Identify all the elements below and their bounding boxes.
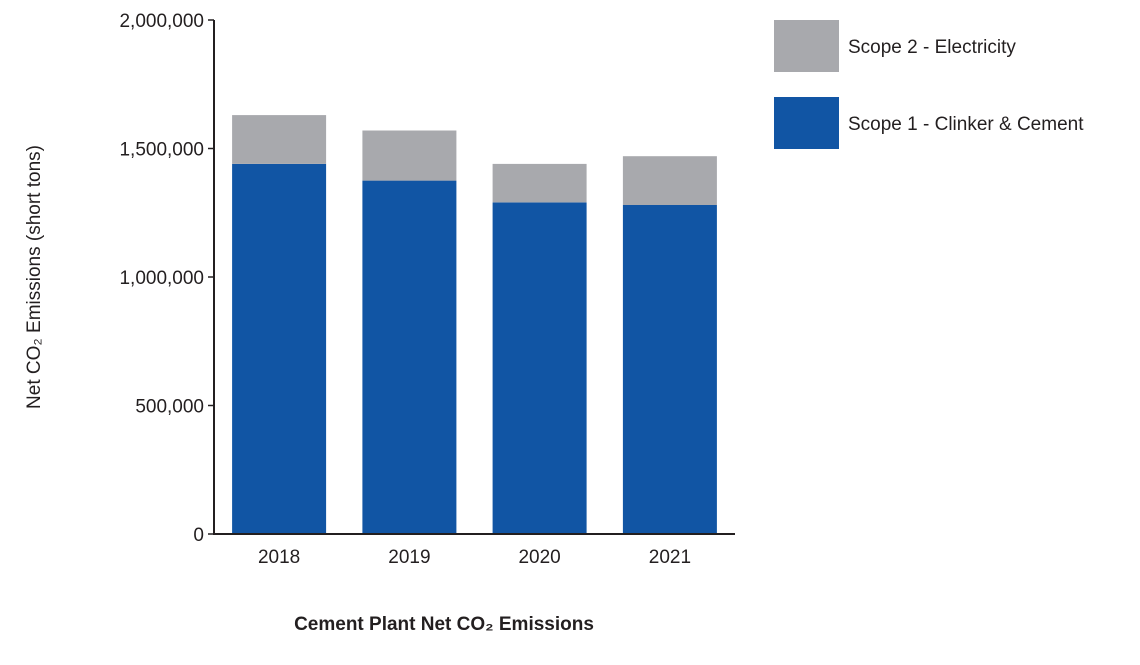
x-tick-labels: 2018 2019 2020 2021	[258, 547, 691, 568]
legend-label: Scope 1 - Clinker & Cement	[848, 114, 1084, 135]
bar-2019-series-1	[362, 180, 457, 534]
legend: Scope 2 - Electricity Scope 1 - Clinker &…	[774, 20, 1084, 149]
chart-title: Cement Plant Net CO₂ Emissions	[294, 614, 594, 635]
y-tick-labels: 0 500,000 1,000,000 1,500,000 2,000,000	[119, 11, 214, 546]
bar-2021-series-1	[622, 205, 717, 534]
bar-2018-series-1	[232, 163, 327, 534]
x-tick-label-2018: 2018	[258, 547, 300, 568]
x-tick-label-2019: 2019	[388, 547, 430, 568]
x-tick-label-2021: 2021	[649, 547, 691, 568]
legend-swatch	[774, 20, 839, 72]
y-tick-label: 0	[193, 525, 204, 546]
y-tick-label: 1,500,000	[119, 140, 204, 161]
bar-2018-series-2	[232, 115, 327, 164]
legend-label: Scope 2 - Electricity	[848, 37, 1016, 58]
y-tick-label: 1,000,000	[119, 268, 204, 289]
bar-2021-series-2	[622, 156, 717, 205]
y-tick-label: 2,000,000	[119, 11, 204, 32]
bar-2020-series-2	[492, 163, 587, 203]
bars-group	[232, 115, 717, 534]
bar-2019-series-2	[362, 130, 457, 181]
bar-2020-series-1	[492, 202, 587, 534]
legend-swatch	[774, 97, 839, 149]
y-axis-title: Net CO₂ Emissions (short tons)	[24, 145, 45, 409]
x-tick-label-2020: 2020	[518, 547, 560, 568]
y-tick-label: 500,000	[135, 397, 204, 418]
